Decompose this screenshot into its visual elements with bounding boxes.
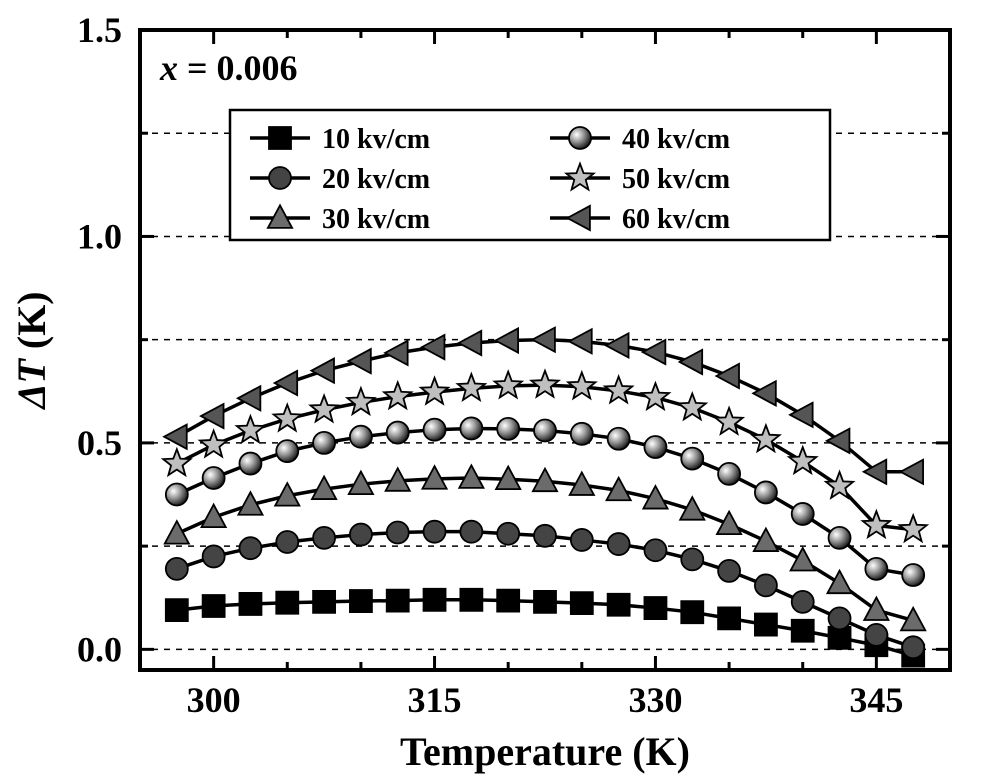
y-axis-label: ΔT (K): [9, 291, 54, 410]
x-tick-label: 300: [187, 680, 241, 720]
y-tick-label: 0.0: [77, 629, 122, 669]
legend-item-label: 60 kv/cm: [622, 204, 730, 235]
x-tick-label: 330: [628, 680, 682, 720]
legend-box: [230, 110, 830, 240]
chart-container: 300 315 330 345 0.0 0.5 1.0 1.5 Temperature (K) Δ…: [0, 0, 1000, 781]
legend-item-label: 10 kv/cm: [322, 124, 430, 155]
legend-item-label: 30 kv/cm: [322, 204, 430, 235]
legend-item-label: 40 kv/cm: [622, 124, 730, 155]
y-tick-label: 0.5: [77, 423, 122, 463]
y-tick-label: 1.0: [77, 216, 122, 256]
annotation-text: x = 0.006: [159, 48, 298, 88]
x-axis-label: Temperature (K): [400, 729, 690, 774]
y-tick-label: 1.5: [77, 10, 122, 50]
legend-item-label: 20 kv/cm: [322, 164, 430, 195]
chart-svg: 300 315 330 345 0.0 0.5 1.0 1.5 Temperature (K) Δ…: [0, 0, 1000, 781]
legend-item-label: 50 kv/cm: [622, 164, 730, 195]
x-tick-label: 315: [408, 680, 462, 720]
x-tick-label: 345: [849, 680, 903, 720]
